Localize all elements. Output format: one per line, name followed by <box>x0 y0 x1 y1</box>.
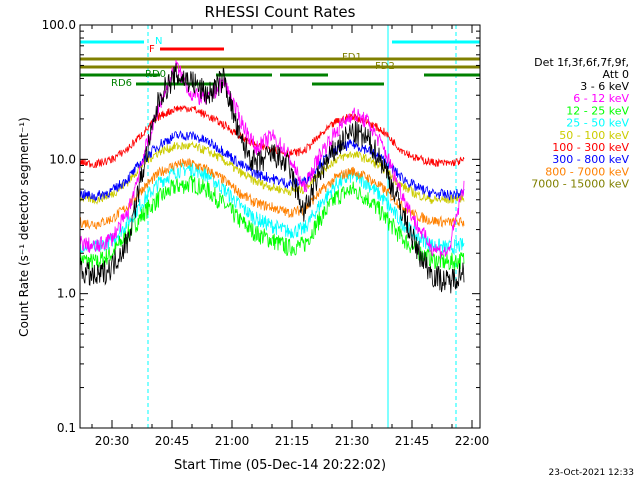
plot-frame <box>79 24 481 429</box>
x-tick-label: 21:00 <box>215 434 250 448</box>
legend-header-1: Det 1f,3f,6f,7f,9f, <box>534 56 629 69</box>
legend-header-2: Att 0 <box>603 68 629 81</box>
x-tick-label: 21:15 <box>275 434 310 448</box>
x-tick-label: 21:45 <box>395 434 430 448</box>
y-tick-label: 100.0 <box>42 18 76 32</box>
legend-entry-7: 800 - 7000 keV <box>545 165 629 178</box>
series-line-0 <box>79 63 465 294</box>
annotation-rd6: RD6 <box>111 78 132 89</box>
x-tick-label: 20:30 <box>95 434 130 448</box>
series-line-2 <box>79 174 465 271</box>
series-line-7 <box>79 157 465 230</box>
legend-entry-4: 50 - 100 keV <box>559 129 629 142</box>
flag-bars <box>80 40 480 86</box>
annotation-fd2: FD2 <box>375 61 395 72</box>
legend-entry-5: 100 - 300 keV <box>552 141 629 154</box>
x-tick-label: 20:45 <box>155 434 190 448</box>
annotation-f: F <box>149 44 155 55</box>
x-axis-label: Start Time (05-Dec-14 20:22:02) <box>174 458 386 473</box>
x-tick-label: 21:30 <box>335 434 370 448</box>
legend-entry-6: 300 - 800 keV <box>552 153 629 166</box>
legend-entry-2: 12 - 25 keV <box>566 104 629 117</box>
x-tick-label: 22:00 <box>455 434 490 448</box>
legend-entry-8: 7000 - 15000 keV <box>531 178 629 191</box>
series-lines <box>79 59 465 294</box>
chart-title: RHESSI Count Rates <box>205 3 356 21</box>
legend-entry-3: 25 - 50 keV <box>566 117 629 130</box>
legend-entry-1: 6 - 12 keV <box>573 92 629 105</box>
series-line-3 <box>79 160 465 256</box>
y-tick-label: 1.0 <box>57 287 76 301</box>
y-axis-label: Count Rate (s⁻¹ detector segment⁻¹) <box>17 117 31 337</box>
annotation-n: N <box>155 36 162 47</box>
legend-entry-0: 3 - 6 keV <box>580 80 629 93</box>
axes: 0.1 1.0 10.0 100.0 20:30 20:45 21:00 21:15 21:30… <box>42 18 490 448</box>
flag-annotations: N F FD1 FD2 RD0 RD6 <box>111 36 395 89</box>
series-line-6 <box>79 130 465 202</box>
y-tick-label: 0.1 <box>57 421 76 435</box>
series-line-1 <box>79 59 465 259</box>
annotation-rd0: RD0 <box>145 69 166 80</box>
annotation-fd1: FD1 <box>342 52 362 63</box>
y-tick-label: 10.0 <box>49 152 76 166</box>
footer-timestamp: 23-Oct-2021 12:33 <box>548 468 634 478</box>
